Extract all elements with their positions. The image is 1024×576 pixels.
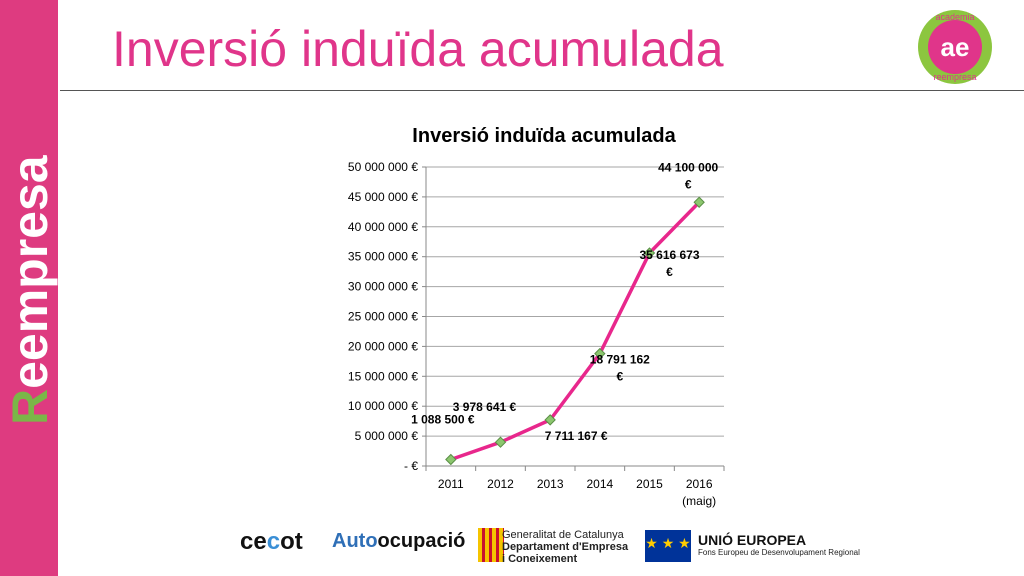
data-label: 18 791 162	[590, 353, 650, 367]
x-tick-label: 2011	[438, 477, 464, 491]
logo-top-text: academia	[935, 12, 975, 22]
eu-subtitle: Fons Europeu de Desenvolupament Regional	[698, 548, 860, 557]
brand-sidebar: Reempresa	[0, 0, 58, 576]
logo-mark: ae	[928, 20, 982, 74]
data-point-marker	[594, 347, 606, 360]
data-point-marker	[445, 453, 457, 466]
generalitat-emblem	[478, 528, 504, 562]
autoocupacio-logo: Autoocupació	[332, 530, 466, 552]
y-tick-label: - €	[404, 459, 418, 473]
title-divider	[60, 90, 1024, 91]
data-label: €	[666, 265, 673, 279]
eu-logo-text: UNIÓ EUROPEA Fons Europeu de Desenvolupa…	[698, 532, 860, 557]
logo-bottom-text: reempresa	[933, 72, 977, 82]
x-tick-label: 2016	[686, 477, 713, 491]
generalitat-logo-text: Generalitat de Catalunya Departament d'E…	[502, 529, 628, 565]
eu-flag-icon: ★ ★ ★	[645, 530, 691, 562]
page-title: Inversió induïda acumulada	[112, 21, 724, 77]
y-tick-label: 20 000 000 €	[348, 339, 418, 353]
line-chart: Inversió induïda acumulada - € 5 000 000 …	[348, 125, 725, 508]
academia-reempresa-logo: academia ae reempresa	[918, 10, 992, 84]
generalitat-line-2: Departament d'Empresa	[502, 541, 629, 553]
y-tick-label: 25 000 000 €	[348, 310, 418, 324]
y-tick-label: 35 000 000 €	[348, 250, 418, 264]
data-label: 1 088 500 €	[411, 412, 475, 426]
y-tick-label: 50 000 000 €	[348, 160, 418, 174]
y-tick-label: 30 000 000 €	[348, 280, 418, 294]
data-point-marker	[544, 414, 556, 426]
cecot-logo: cecot	[240, 528, 303, 555]
y-tick-label: 40 000 000 €	[348, 220, 418, 234]
data-point-marker	[693, 196, 705, 208]
data-label: 44 100 000	[658, 160, 718, 174]
data-point-marker	[643, 247, 656, 259]
x-tick-label: 2013	[537, 477, 564, 491]
y-tick-label: 45 000 000 €	[348, 190, 418, 204]
x-tick-label: 2012	[487, 477, 514, 491]
y-tick-label: 5 000 000 €	[355, 429, 419, 443]
data-label: €	[685, 177, 692, 191]
chart-container: Inversió induïda acumulada - € 5 000 000 …	[330, 110, 770, 520]
generalitat-line-1: Generalitat de Catalunya	[502, 529, 624, 541]
chart-title: Inversió induïda acumulada	[412, 125, 676, 147]
data-point-marker	[494, 436, 507, 448]
generalitat-line-3: i Coneixement	[502, 553, 578, 565]
data-label: €	[616, 370, 623, 384]
y-tick-label: 15 000 000 €	[348, 369, 418, 383]
data-label: 3 978 641 €	[453, 400, 517, 414]
series-line	[450, 201, 701, 462]
x-tick-label: (maig)	[682, 494, 716, 508]
x-tick-label: 2015	[636, 477, 663, 491]
sidebar-brand-logo: Reempresa	[2, 155, 58, 425]
data-label: 7 711 167 €	[545, 429, 608, 443]
footer-logos: cecot Autoocupació Generalitat de Catalu…	[0, 520, 1024, 576]
data-label: 35 616 673	[639, 248, 699, 262]
x-tick-label: 2014	[586, 477, 613, 491]
y-tick-label: 10 000 000 €	[348, 399, 418, 413]
eu-title: UNIÓ EUROPEA	[698, 532, 807, 548]
